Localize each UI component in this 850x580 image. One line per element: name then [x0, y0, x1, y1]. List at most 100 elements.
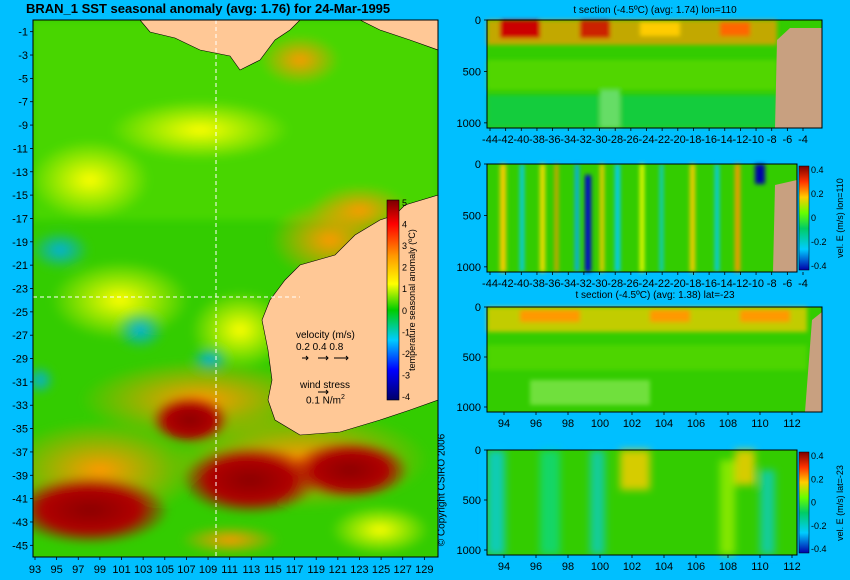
p1-xtick-label: -40 — [513, 134, 529, 146]
p1-xtick-label: -22 — [654, 134, 670, 146]
p2-ytick-label: 500 — [463, 210, 481, 222]
p3-ytick-label: 0 — [475, 302, 481, 314]
p3-ytick-label: 1000 — [457, 402, 481, 414]
map-xtick-label: 123 — [350, 564, 368, 576]
p3-xtick-label: 96 — [530, 418, 542, 430]
sst-colorbar-tick: 4 — [402, 220, 407, 230]
p2-xtick-label: -10 — [748, 278, 764, 290]
p2-colorbar-tick: -0.4 — [811, 261, 827, 271]
p2-xtick-label: -32 — [576, 278, 592, 290]
map-xtick-label: 117 — [286, 564, 304, 576]
p1-xtick-label: -12 — [732, 134, 748, 146]
wind-arrow-icon — [318, 389, 329, 395]
p4-xtick-label: 96 — [530, 561, 542, 573]
p2-xtick-label: -30 — [592, 278, 608, 290]
map-xtick-label: 119 — [307, 564, 325, 576]
p2-xtick-label: -4 — [798, 278, 808, 290]
p3-xtick-label: 98 — [562, 418, 574, 430]
velocity-legend-title: velocity (m/s) — [296, 330, 355, 341]
map-ytick-label: -5 — [18, 73, 28, 85]
p1-ytick-label: 500 — [463, 66, 481, 78]
panel-4-plot — [486, 449, 810, 556]
p1-xtick-label: -42 — [498, 134, 514, 146]
map-xtick-label: 115 — [264, 564, 282, 576]
sst-colorbar-label: temperature seasonal anomaly (ºC) — [407, 229, 417, 371]
map-xtick-label: 109 — [199, 564, 217, 576]
p4-colorbar-tick: 0.2 — [811, 474, 824, 484]
p2-xtick-label: -26 — [623, 278, 639, 290]
map-ytick-label: -29 — [12, 354, 28, 366]
p2-xtick-label: -12 — [732, 278, 748, 290]
p3-xtick-label: 110 — [751, 418, 769, 430]
map-xtick-label: 101 — [112, 564, 130, 576]
p2-colorbar-tick: 0 — [811, 213, 816, 223]
p2-xtick-label: -38 — [529, 278, 545, 290]
map-xtick-label: 113 — [243, 564, 261, 576]
p4-colorbar-tick: 0 — [811, 498, 816, 508]
p1-xtick-label: -8 — [767, 134, 777, 146]
p2-colorbar-tick: -0.2 — [811, 237, 827, 247]
map-xtick-label: 107 — [177, 564, 195, 576]
p1-xtick-label: -6 — [782, 134, 792, 146]
map-ytick-label: -23 — [12, 284, 28, 296]
sst-colorbar-tick: 1 — [402, 284, 407, 294]
wind-legend-sup: 2 — [341, 394, 345, 401]
map-ytick-label: -9 — [18, 120, 28, 132]
map-ytick-label: -7 — [18, 97, 28, 109]
panel-4-colorbar-label: vel. E (m/s) lat=-23 — [835, 465, 845, 541]
sst-colorbar-tick: -2 — [402, 349, 410, 359]
map-ytick-label: -15 — [12, 190, 28, 202]
wind-legend-value: 0.1 N/m2 — [306, 394, 345, 406]
p1-xtick-label: -34 — [560, 134, 576, 146]
p4-ytick-label: 1000 — [457, 545, 481, 557]
map-ytick-label: -31 — [12, 377, 28, 389]
panel-2-colorbar — [798, 165, 810, 271]
map-xtick-label: 97 — [72, 564, 84, 576]
p4-xtick-label: 102 — [623, 561, 641, 573]
p3-xtick-label: 112 — [783, 418, 801, 430]
p2-xtick-label: -6 — [782, 278, 792, 290]
p4-colorbar-tick: 0.4 — [811, 451, 824, 461]
panel-4-colorbar — [798, 451, 810, 554]
map-xtick-label: 93 — [29, 564, 41, 576]
p1-xtick-label: -24 — [639, 134, 655, 146]
p2-xtick-label: -28 — [607, 278, 623, 290]
p2-colorbar-tick: 0.2 — [811, 189, 824, 199]
p4-xtick-label: 98 — [562, 561, 574, 573]
p2-xtick-label: -44 — [482, 278, 498, 290]
sst-colorbar-tick: -3 — [402, 370, 410, 380]
p3-ytick-label: 500 — [463, 352, 481, 364]
p2-xtick-label: -18 — [685, 278, 701, 290]
p3-xtick-label: 108 — [719, 418, 737, 430]
sst-colorbar — [386, 199, 400, 401]
p3-xtick-label: 100 — [591, 418, 609, 430]
p4-colorbar-tick: -0.2 — [811, 521, 827, 531]
map-ytick-label: -41 — [12, 494, 28, 506]
map-xtick-label: 103 — [134, 564, 152, 576]
p1-xtick-label: -38 — [529, 134, 545, 146]
copyright: © Copyright CSIRO 2006 — [436, 433, 448, 547]
p2-xtick-label: -8 — [767, 278, 777, 290]
sst-colorbar-tick: -4 — [402, 392, 410, 402]
sst-colorbar-tick: -1 — [402, 327, 410, 337]
panel-2-colorbar-label: vel. E (m/s) lon=110 — [835, 178, 845, 258]
p1-xtick-label: -20 — [670, 134, 686, 146]
map-xtick-label: 129 — [415, 564, 433, 576]
p3-xtick-label: 106 — [687, 418, 705, 430]
map-ytick-label: -27 — [12, 330, 28, 342]
p2-ytick-label: 1000 — [457, 262, 481, 274]
map-xtick-label: 95 — [51, 564, 63, 576]
map-ytick-label: -11 — [13, 143, 28, 155]
map-ytick-label: -1 — [18, 27, 28, 39]
p1-xtick-label: -16 — [701, 134, 717, 146]
p2-xtick-label: -20 — [670, 278, 686, 290]
map-ytick-label: -3 — [18, 50, 28, 62]
wind-legend-unit: 0.1 N/m — [306, 395, 342, 407]
p2-xtick-label: -24 — [639, 278, 655, 290]
p1-xtick-label: -26 — [623, 134, 639, 146]
map-xtick-label: 111 — [221, 564, 238, 576]
p2-ytick-label: 0 — [475, 159, 481, 171]
map-ytick-label: -17 — [12, 213, 28, 225]
p4-xtick-label: 94 — [498, 561, 510, 573]
